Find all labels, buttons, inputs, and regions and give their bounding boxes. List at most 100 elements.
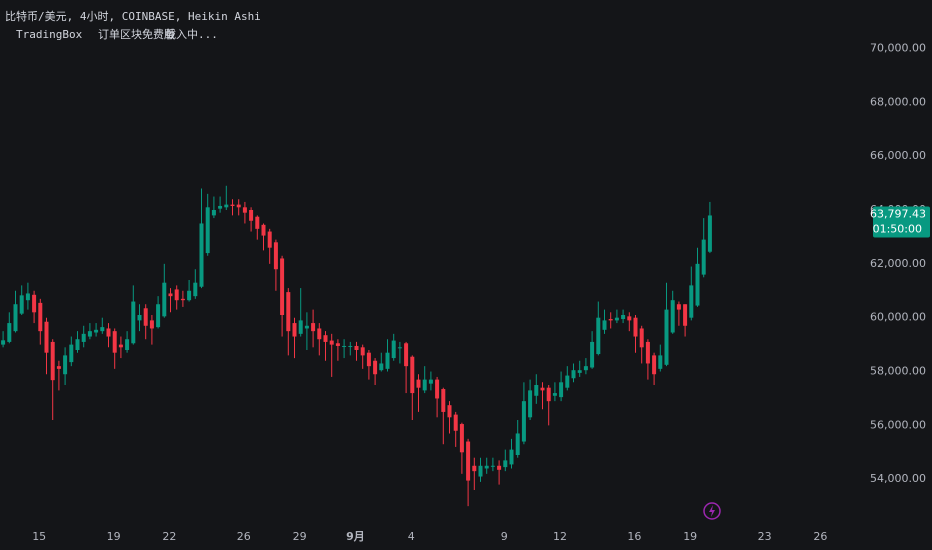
candle-body	[497, 465, 502, 470]
chart-title: 比特币/美元, 4小时, COINBASE, Heikin Ashi	[5, 9, 261, 23]
indicator-label[interactable]: TradingBox	[16, 28, 83, 41]
event-icon-bolt[interactable]	[709, 505, 715, 517]
x-tick-label: 9	[501, 530, 508, 543]
event-icon[interactable]	[703, 502, 721, 520]
candle-body	[224, 204, 229, 208]
candle-body	[490, 465, 495, 467]
x-tick-label: 26	[237, 530, 251, 543]
candle-body	[478, 465, 483, 477]
candle-body	[590, 341, 595, 368]
candle-body	[38, 302, 43, 332]
candle-body	[63, 355, 68, 375]
candle-body	[552, 393, 557, 396]
candle-body	[410, 356, 415, 394]
x-tick-label: 26	[813, 530, 827, 543]
candle-body	[100, 327, 105, 332]
candle-body	[348, 345, 353, 347]
y-tick-label: 66,000.00	[870, 149, 926, 162]
indicator-label[interactable]: 载入中...	[165, 28, 218, 41]
candle-body	[304, 325, 309, 329]
y-tick-label: 60,000.00	[870, 311, 926, 324]
plot-area	[1, 185, 712, 507]
candle-body	[69, 344, 74, 363]
candle-body	[218, 205, 223, 209]
candle-body	[366, 352, 371, 367]
y-tick-label: 68,000.00	[870, 95, 926, 108]
candle-body	[13, 304, 18, 332]
candle-body	[459, 424, 464, 453]
candle-body	[354, 345, 359, 350]
x-tick-label: 12	[553, 530, 567, 543]
candle-body	[435, 379, 440, 399]
candle-body	[311, 323, 316, 332]
candle-body	[559, 382, 564, 398]
x-tick-label: 22	[162, 530, 176, 543]
candle-body	[25, 293, 30, 301]
candle-body	[50, 341, 55, 381]
candle-body	[149, 320, 154, 329]
candle-body	[298, 320, 303, 334]
y-tick-label: 56,000.00	[870, 418, 926, 431]
candle-body	[156, 304, 161, 328]
candle-body	[94, 329, 99, 333]
candle-body	[32, 294, 37, 313]
candle-body	[546, 387, 551, 402]
candle-body	[596, 317, 601, 355]
candle-body	[56, 366, 61, 369]
candle-body	[670, 300, 675, 333]
x-tick-label: 15	[32, 530, 46, 543]
candle-body	[19, 295, 24, 314]
candle-body	[645, 341, 650, 364]
x-tick-label: 29	[293, 530, 307, 543]
candle-body	[342, 345, 347, 347]
candle-body	[515, 433, 520, 455]
candle-body	[534, 385, 539, 396]
last-price-box	[873, 206, 930, 238]
candle-body	[193, 282, 198, 297]
candle-body	[199, 223, 204, 287]
candle-body	[373, 360, 378, 375]
candle-body	[404, 343, 409, 367]
candle-body	[614, 317, 619, 321]
candle-body	[75, 339, 80, 350]
candle-body	[540, 387, 545, 391]
candle-body	[280, 258, 285, 315]
candle-body	[503, 460, 508, 468]
candle-body	[187, 290, 192, 301]
x-tick-label: 9月	[346, 530, 365, 543]
candle-body	[267, 231, 272, 248]
countdown-label: 01:50:00	[873, 222, 922, 235]
candle-body	[484, 465, 489, 469]
x-tick-label: 23	[758, 530, 772, 543]
candle-body	[652, 355, 657, 375]
candle-body	[174, 289, 179, 301]
candle-body	[664, 309, 669, 365]
candle-body	[106, 328, 111, 337]
candle-body	[528, 390, 533, 418]
candle-body	[658, 355, 663, 369]
x-tick-label: 4	[408, 530, 415, 543]
candle-body	[422, 379, 427, 391]
candle-body	[168, 293, 173, 297]
x-tick-label: 19	[107, 530, 121, 543]
candle-body	[385, 352, 390, 369]
x-tick-label: 19	[683, 530, 697, 543]
candle-body	[249, 210, 254, 221]
candle-body	[335, 343, 340, 346]
candle-body	[118, 344, 123, 348]
candle-body	[447, 405, 452, 418]
candle-body	[143, 308, 148, 326]
candle-body	[211, 210, 216, 216]
candle-body	[701, 239, 706, 275]
candle-body	[565, 375, 570, 388]
candle-body	[261, 224, 266, 236]
candle-body	[428, 379, 433, 384]
y-tick-label: 54,000.00	[870, 472, 926, 485]
event-icon-ring[interactable]	[703, 502, 721, 520]
candle-body	[323, 335, 328, 342]
indicator-label[interactable]: 订单区块免费版	[98, 27, 175, 41]
candle-body	[1, 340, 6, 345]
y-tick-label: 62,000.00	[870, 257, 926, 270]
